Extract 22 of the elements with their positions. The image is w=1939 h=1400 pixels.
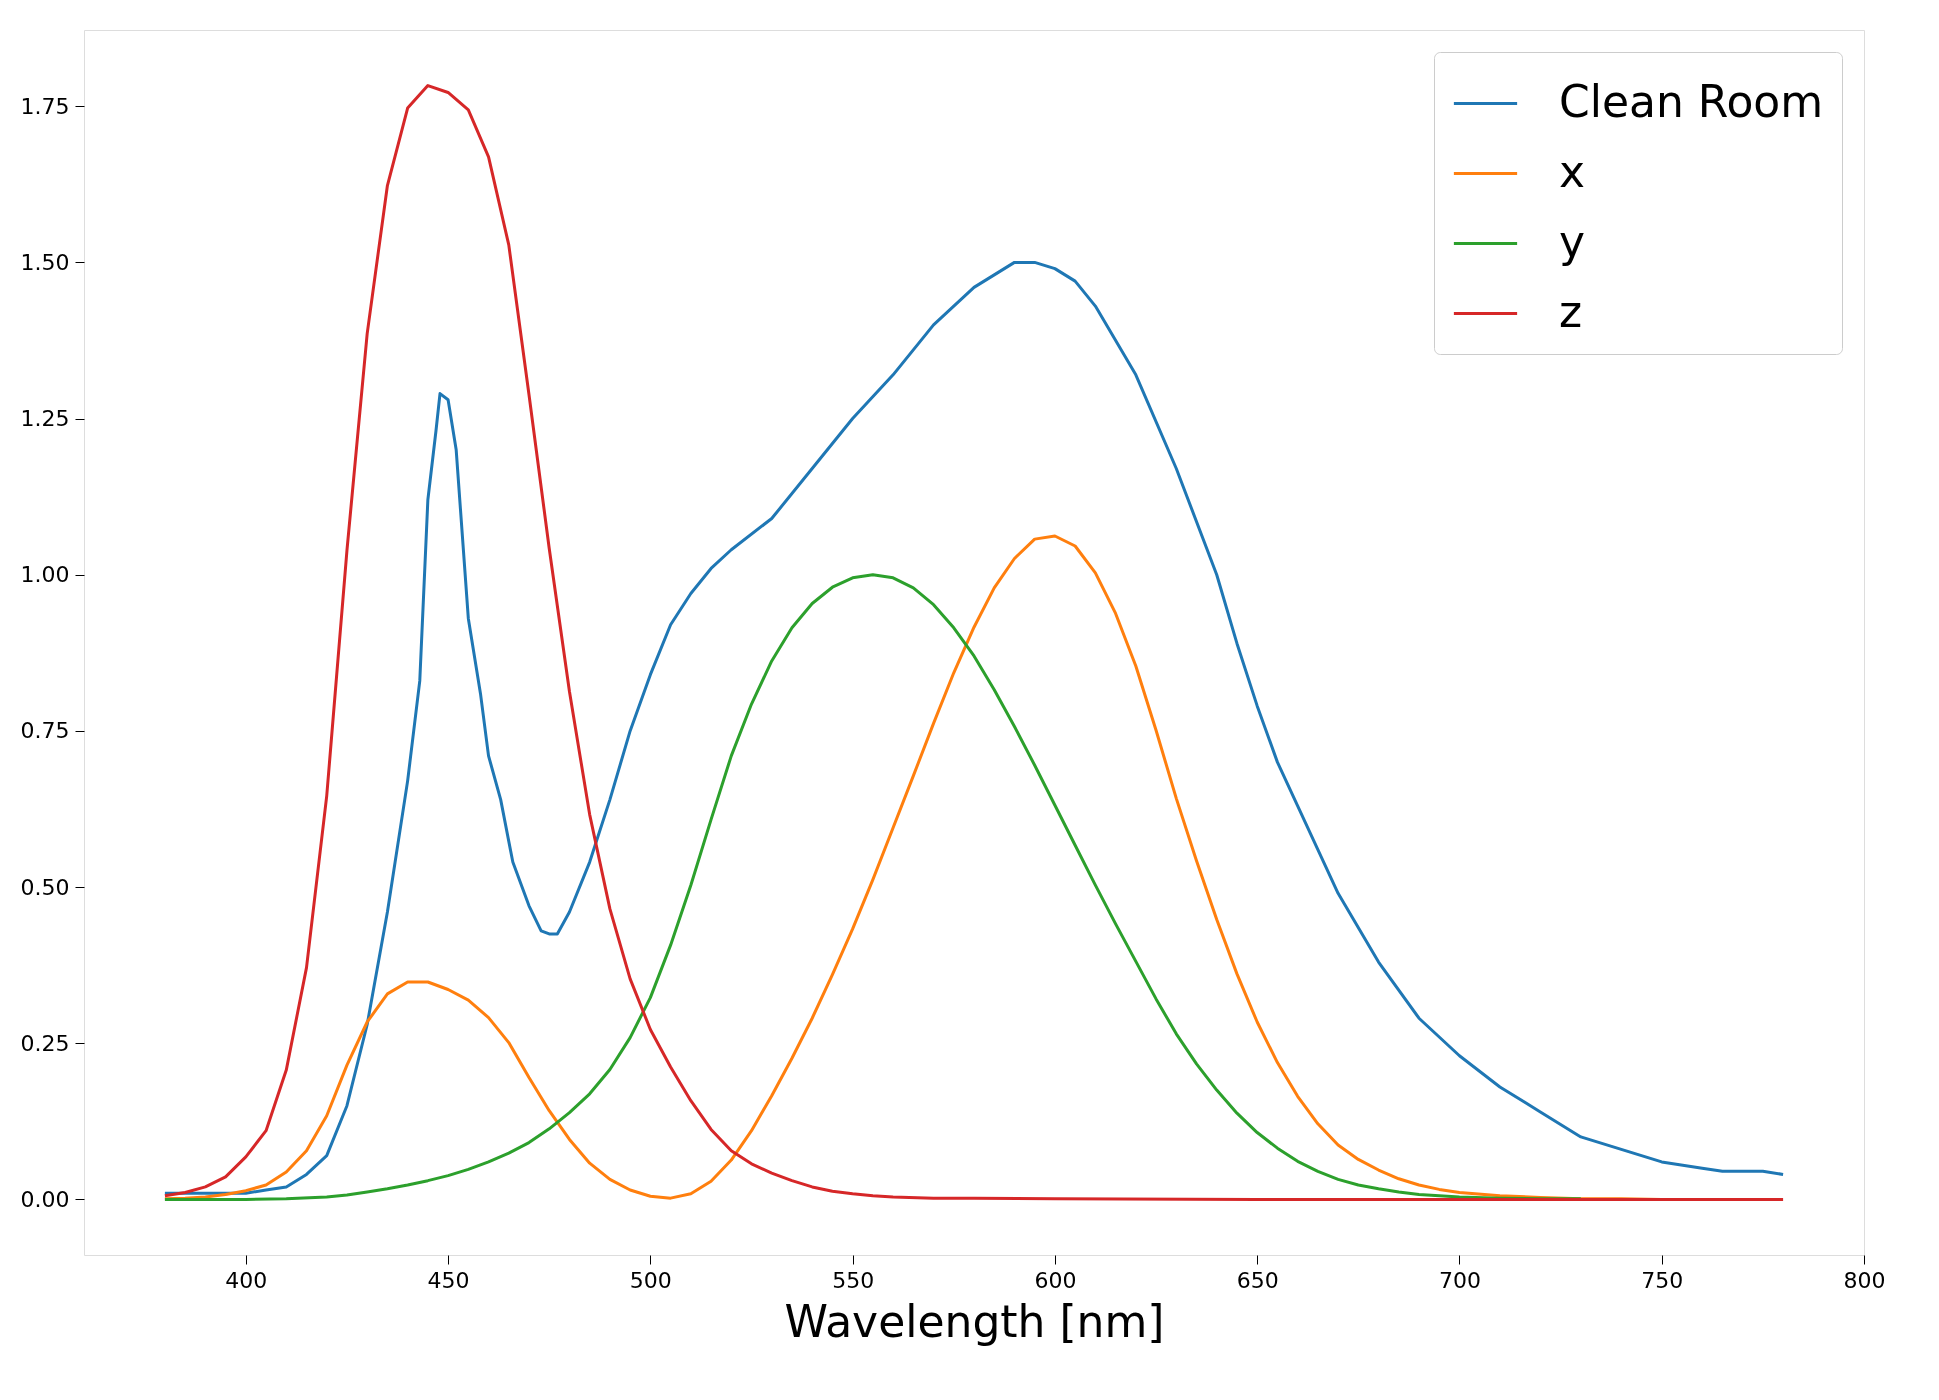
legend-label: z [1559,285,1583,337]
x-tick-label: 400 [225,1267,268,1293]
x-axis-title: Wavelength [nm] [784,1295,1165,1347]
y-tick-label: 1.25 [20,406,70,432]
x-tick-label: 450 [427,1267,470,1293]
x-tick-label: 700 [1438,1267,1481,1293]
y-tick-label: 1.75 [20,93,70,119]
x-tick-label: 750 [1641,1267,1684,1293]
y-tick-label: 0.00 [20,1186,70,1212]
x-tick-label: 800 [1843,1267,1886,1293]
legend-label: x [1559,145,1586,197]
x-tick-label: 550 [832,1267,875,1293]
y-tick-label: 1.50 [20,249,70,275]
y-tick-label: 0.50 [20,874,70,900]
legend-label: y [1559,215,1586,267]
y-tick-label: 0.25 [20,1030,70,1056]
y-tick-label: 0.75 [20,718,70,744]
x-tick-label: 600 [1034,1267,1077,1293]
legend-label: Clean Room [1559,75,1824,127]
y-tick-label: 1.00 [20,562,70,588]
x-tick-label: 500 [629,1267,672,1293]
x-tick-label: 650 [1236,1267,1279,1293]
